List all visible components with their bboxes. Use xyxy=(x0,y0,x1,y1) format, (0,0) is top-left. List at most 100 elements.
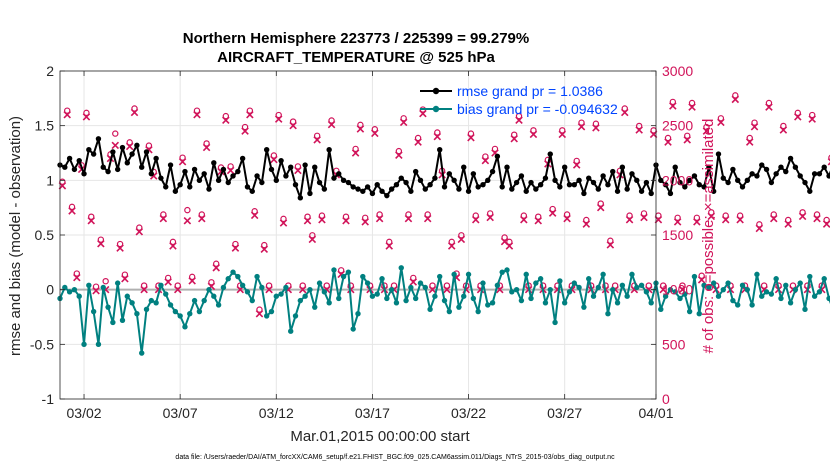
obs-x-stroke xyxy=(760,285,768,294)
obs-possible-point xyxy=(131,105,138,112)
obs-assimilated-point xyxy=(794,113,802,121)
rmse-point xyxy=(513,179,520,186)
obs-assimilated-point xyxy=(471,215,480,224)
obs-x-stroke xyxy=(116,244,124,252)
obs-possible-point xyxy=(198,211,205,218)
bias-point xyxy=(552,319,558,326)
obs-x-stroke xyxy=(822,220,830,228)
bias-point xyxy=(167,302,174,308)
y-right-tick-label: 3000 xyxy=(662,63,693,79)
obs-x-stroke xyxy=(226,166,235,175)
obs-possible-point xyxy=(443,282,451,289)
bias-point xyxy=(153,300,159,306)
rmse-point xyxy=(624,186,630,192)
obs-assimilated-point xyxy=(173,285,182,294)
obs-x-stroke xyxy=(265,285,273,294)
rmse-point xyxy=(86,147,92,153)
obs-x-stroke xyxy=(736,215,744,224)
rmse-point xyxy=(768,179,775,186)
rmse-point xyxy=(485,177,491,184)
bias-point xyxy=(177,313,183,319)
obs-assimilated-point xyxy=(409,278,418,286)
rmse-point xyxy=(316,179,323,186)
rmse-point xyxy=(278,157,284,164)
legend-bias-label: bias grand pr = -0.094632 xyxy=(457,101,618,117)
bias-point xyxy=(364,280,371,286)
obs-possible-point xyxy=(294,163,302,170)
rmse-point xyxy=(345,179,352,186)
rmse-point xyxy=(797,173,803,179)
rmse-point xyxy=(446,171,453,177)
bias-point xyxy=(629,271,635,278)
chart-title-line1: Northern Hemisphere 223773 / 225399 = 99… xyxy=(183,30,529,47)
y-left-tick-label: 0 xyxy=(46,282,54,298)
obs-possible-point xyxy=(784,216,792,224)
obs-x-stroke xyxy=(515,116,523,124)
x-tick-label: 03/17 xyxy=(355,405,390,421)
rmse-point xyxy=(230,173,236,179)
obs-possible-point xyxy=(506,238,513,246)
obs-assimilated-point xyxy=(717,118,725,127)
rmse-point xyxy=(739,184,746,190)
obs-x-stroke xyxy=(534,217,543,225)
obs-x-stroke xyxy=(63,110,71,119)
bias-point xyxy=(658,306,664,313)
obs-possible-point xyxy=(97,236,105,243)
obs-possible-point xyxy=(140,282,148,289)
obs-assimilated-point xyxy=(298,285,307,294)
bias-point xyxy=(533,280,539,286)
obs-possible-point xyxy=(400,115,407,122)
rmse-point xyxy=(518,173,525,179)
obs-possible-point xyxy=(621,105,628,112)
obs-assimilated-point xyxy=(193,110,201,119)
bias-point xyxy=(739,282,746,288)
obs-assimilated-point xyxy=(606,241,615,249)
obs-possible-point xyxy=(583,216,590,224)
obs-assimilated-point xyxy=(745,138,754,146)
rmse-point xyxy=(66,155,73,162)
rmse-point xyxy=(408,188,414,194)
obs-assimilated-point xyxy=(640,213,648,222)
bias-point xyxy=(816,289,823,295)
obs-x-stroke xyxy=(178,157,187,166)
rmse-point xyxy=(288,164,294,170)
rmse-point xyxy=(667,190,674,197)
rmse-point xyxy=(437,147,443,153)
bias-point xyxy=(283,284,289,291)
rmse-point xyxy=(715,151,722,157)
obs-assimilated-point xyxy=(779,126,788,134)
obs-assimilated-point xyxy=(620,108,629,117)
obs-possible-point xyxy=(232,240,239,248)
obs-assimilated-point xyxy=(447,242,456,250)
obs-possible-point xyxy=(116,240,124,248)
obs-x-stroke xyxy=(308,235,317,244)
obs-assimilated-point xyxy=(592,124,600,132)
rmse-point xyxy=(417,177,424,184)
obs-x-stroke xyxy=(313,136,321,144)
rmse-point xyxy=(643,179,650,186)
rmse-point xyxy=(81,171,87,177)
bias-point xyxy=(807,273,813,280)
bias-point xyxy=(547,286,553,293)
obs-x-stroke xyxy=(342,217,350,225)
y-right-tick-label: 1000 xyxy=(662,282,693,298)
bias-point xyxy=(172,308,179,315)
obs-assimilated-point xyxy=(313,136,321,144)
bias-point xyxy=(139,350,145,356)
bias-point xyxy=(619,282,626,288)
rmse-point xyxy=(552,177,558,184)
bias-point xyxy=(278,291,284,297)
bias-point xyxy=(686,308,693,315)
bias-point xyxy=(586,276,592,282)
rmse-point xyxy=(331,175,337,181)
obs-assimilated-point xyxy=(505,242,514,250)
rmse-point xyxy=(792,164,799,170)
obs-possible-point xyxy=(770,211,777,218)
obs-possible-point xyxy=(371,126,379,133)
rmse-point xyxy=(398,175,404,181)
rmse-point xyxy=(677,179,683,186)
obs-possible-point xyxy=(208,279,215,286)
rmse-point xyxy=(302,162,308,168)
rmse-point xyxy=(187,184,193,190)
x-axis-ticks: 03/02 03/07 03/12 03/17 03/22 03/27 04/01 xyxy=(67,71,674,421)
